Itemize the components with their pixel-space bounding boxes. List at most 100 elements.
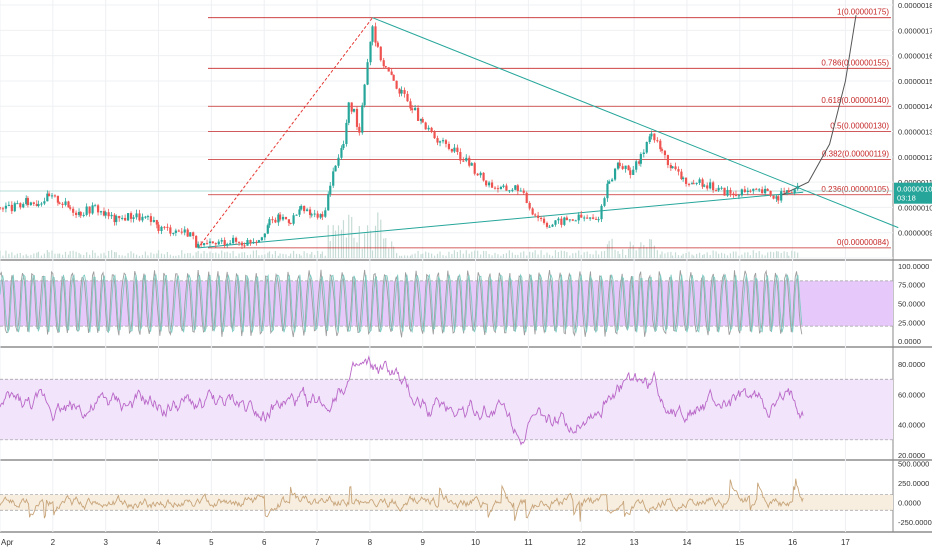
volume-bar [627, 248, 630, 258]
price-axis[interactable]: 100.0000 75.0000 50.0000 25.0000 0.0000 80.00… [898, 1, 932, 527]
volume-bar [451, 253, 453, 258]
time-axis[interactable]: Apr 2 3 4 5 6 7 8 9 10 11 12 13 14 15 16 17 [1, 538, 850, 547]
candle-body [379, 46, 382, 61]
candle-body [284, 216, 288, 220]
rally-trendline[interactable] [197, 17, 373, 249]
candle-body [653, 133, 656, 141]
trend-lines[interactable] [197, 15, 899, 249]
bar-countdown-label: 03:18 [897, 194, 916, 203]
volume-bar [249, 254, 252, 258]
candle-body [706, 185, 709, 189]
volume-bar [741, 254, 743, 258]
candle-body [287, 219, 291, 223]
volume-bar [398, 255, 401, 258]
candle-body [149, 216, 153, 222]
volume-bar [238, 253, 240, 258]
candle-body [22, 203, 25, 208]
volume-bar [430, 253, 433, 258]
volume-bar [640, 242, 642, 258]
candle-body [525, 192, 528, 203]
volume-bar [566, 252, 568, 258]
price-axis-label: 0.00000130 [898, 128, 932, 137]
candle-body [334, 165, 337, 172]
candle-body [459, 152, 462, 161]
volume-bar [80, 254, 82, 258]
volume-bar [5, 250, 7, 258]
candle-body [659, 140, 662, 150]
candle-body [645, 141, 648, 153]
cci-panel [0, 478, 893, 522]
volume-bar [600, 251, 603, 258]
stochastic-panel [0, 269, 893, 338]
candle-body [61, 203, 64, 205]
volume-bar [229, 253, 231, 258]
candle-body [255, 241, 258, 243]
volume-bar [290, 253, 292, 258]
resistance-trendline[interactable] [372, 17, 899, 229]
fibonacci-retracement[interactable]: 1(0.00000175) 0.786(0.00000155) 0.618(0.00… [0, 8, 893, 249]
volume-bar [127, 253, 129, 258]
candle-body [624, 165, 627, 169]
projection-curve[interactable] [781, 15, 857, 196]
volume-bar [712, 250, 714, 258]
oscillator-axis-label: 80.0000 [898, 360, 925, 369]
volume-bar [121, 255, 123, 258]
candle-body [77, 211, 81, 216]
candle-body [4, 205, 8, 209]
candle-body [635, 161, 638, 170]
volume-bar [523, 251, 525, 258]
support-trendline[interactable] [198, 191, 804, 249]
volume-bar [471, 251, 473, 258]
volume-bar [439, 251, 441, 258]
candle-body [37, 204, 40, 206]
candle-body [115, 215, 118, 223]
volume-bar [726, 255, 729, 258]
candle-body [436, 138, 439, 143]
volume-bar [2, 255, 4, 258]
volume-bar [514, 254, 516, 258]
candle-body [717, 187, 720, 191]
candle-body [758, 189, 761, 191]
candle-body [780, 191, 783, 201]
price-badges: 0.0000010703:18 [894, 182, 932, 204]
volume-bar [282, 253, 284, 258]
candle-body [438, 141, 442, 143]
candle-body [703, 185, 706, 187]
volume-bar [0, 250, 1, 258]
volume-bar [477, 250, 479, 258]
volume-bar [25, 254, 27, 258]
time-axis-label: 6 [262, 538, 267, 547]
candle-body [565, 217, 568, 220]
candle-body [310, 214, 313, 216]
last-price-badge [894, 182, 932, 204]
volume-bar [635, 250, 637, 258]
volume-bar [546, 252, 548, 258]
candle-body [621, 166, 624, 169]
volume-bar [209, 251, 211, 258]
candle-body [419, 118, 423, 121]
candle-body [496, 188, 500, 190]
volume-bar [775, 251, 778, 258]
volume-bar [329, 241, 331, 258]
volume-bar [572, 253, 574, 258]
volume-bar [160, 253, 163, 258]
candle-body [126, 213, 130, 221]
candle-body [487, 182, 491, 186]
candle-body [366, 62, 369, 85]
candle-body [714, 190, 718, 192]
volume-bar [448, 251, 450, 258]
candle-body [600, 205, 603, 220]
volume-bar [638, 247, 640, 258]
candle-body [554, 220, 557, 225]
volume-bar [488, 253, 490, 258]
volume-bar [91, 250, 94, 258]
volume-bar [653, 245, 655, 258]
candle-body [26, 198, 29, 206]
candle-body [278, 214, 282, 220]
volume-bar [19, 253, 21, 258]
candle-body [43, 201, 46, 204]
volume-bar [200, 253, 202, 258]
candle-body [132, 217, 135, 219]
cci-line [0, 478, 804, 522]
